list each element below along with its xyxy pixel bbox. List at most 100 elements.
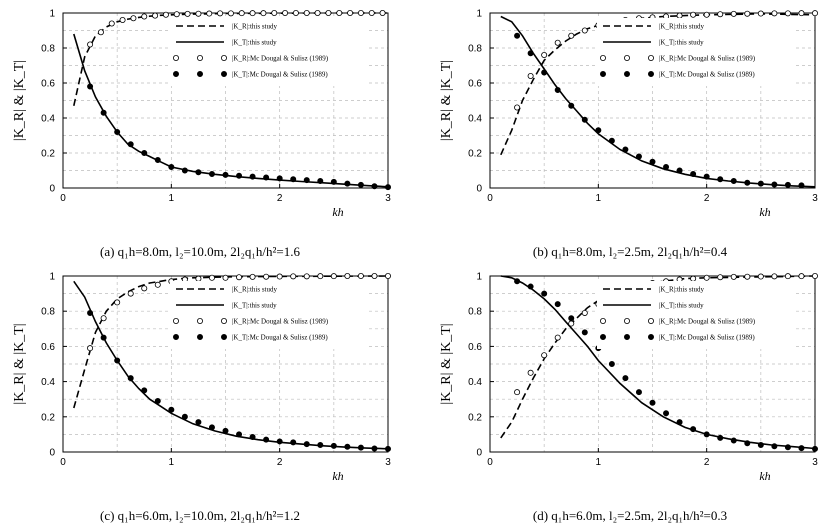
series-3-point	[784, 444, 791, 451]
panel-caption: (a) q₁h=8.0m, l₂=10.0m, 2l₂q₁h/h²=1.6	[100, 244, 301, 259]
legend-marker-3	[624, 333, 631, 340]
y-tick-label: 0.4	[468, 377, 482, 388]
series-2-point	[97, 29, 104, 36]
y-tick-label: 1	[476, 9, 482, 20]
series-3-point	[649, 158, 656, 165]
y-tick-label: 1	[49, 272, 55, 283]
series-2-point	[514, 389, 521, 396]
series-3-point	[263, 174, 270, 181]
y-tick-label: 0	[476, 448, 482, 459]
y-tick-label: 0.8	[468, 307, 482, 318]
series-2-point	[744, 10, 751, 17]
x-tick-label: 3	[812, 457, 818, 468]
series-3-point	[222, 427, 229, 434]
legend-label-1: |K_T|:this study	[659, 39, 704, 47]
plot-frame	[62, 12, 389, 189]
series-3-point	[608, 137, 615, 144]
legend-marker-3	[624, 71, 631, 78]
series-3-point	[276, 438, 283, 445]
series-3-point	[357, 181, 364, 188]
y-tick-label: 0.6	[41, 79, 55, 90]
y-tick-label: 0.2	[468, 412, 482, 423]
x-tick-label: 0	[60, 193, 66, 204]
series-3-point	[114, 357, 121, 364]
series-2-point	[730, 10, 737, 17]
series-3-point	[114, 128, 121, 135]
series-3-point	[290, 439, 297, 446]
series-3-point	[154, 397, 161, 404]
series-2-point	[119, 16, 126, 23]
series-2-point	[357, 9, 364, 16]
series-3-point	[690, 170, 697, 177]
legend-marker-2	[600, 55, 607, 62]
series-2-point	[527, 73, 534, 80]
series-2-point	[87, 345, 94, 352]
series-3-point	[581, 329, 588, 336]
series-2-point	[554, 334, 561, 341]
series-3-point	[676, 419, 683, 426]
legend-marker-3	[600, 71, 607, 78]
series-3-point	[371, 445, 378, 452]
series-3-point	[154, 156, 161, 163]
series-3-point	[703, 431, 710, 438]
series-3-point	[730, 177, 737, 184]
series-3-point	[622, 375, 629, 382]
series-2-point	[325, 9, 332, 16]
legend-marker-2	[600, 317, 607, 324]
x-tick-label: 3	[385, 457, 391, 468]
series-2-point	[206, 10, 213, 17]
y-tick-label: 1	[49, 9, 55, 20]
y-tick-label: 0	[49, 448, 55, 459]
series-2-point	[184, 10, 191, 17]
series-3-point	[371, 183, 378, 190]
series-2-point	[162, 11, 169, 18]
legend-marker-2	[648, 317, 655, 324]
series-2-point	[314, 9, 321, 16]
legend-label-0: |K_R|:this study	[232, 286, 278, 294]
series-2-point	[263, 273, 270, 280]
series-3-point	[690, 426, 697, 433]
series-3-point	[303, 441, 310, 448]
y-tick-label: 1	[476, 272, 482, 283]
legend: |K_R|:this study |K_T|:this study |K_R|:Mc…	[597, 281, 793, 349]
series-3-point	[527, 283, 534, 290]
y-tick-label: 0.6	[468, 342, 482, 353]
series-2-point	[260, 10, 267, 17]
series-3-point	[87, 83, 94, 90]
legend-marker-3	[196, 71, 203, 78]
legend-label-3: |K_T|:Mc Dougal & Sulisz (1989)	[659, 71, 755, 79]
series-3-point	[527, 50, 534, 57]
y-tick-label: 0	[49, 184, 55, 195]
series-3-point	[703, 173, 710, 180]
series-2-point	[379, 9, 386, 16]
y-tick-label: 0.4	[41, 114, 55, 125]
y-tick-label: 0.6	[41, 342, 55, 353]
series-3-point	[635, 153, 642, 160]
series-2-point	[771, 273, 778, 280]
series-2-point	[757, 10, 764, 17]
series-2-point	[195, 275, 202, 282]
series-2-point	[717, 11, 724, 18]
series-2-point	[317, 273, 324, 280]
legend-marker-3	[196, 333, 203, 340]
legend-label-1: |K_T|:this study	[659, 302, 704, 310]
series-2-point	[303, 273, 310, 280]
series-2-point	[130, 15, 137, 22]
series-2-point	[152, 12, 159, 19]
legend-marker-3	[220, 333, 227, 340]
legend-marker-2	[196, 317, 203, 324]
series-3-point	[784, 181, 791, 188]
series-2-point	[541, 52, 548, 59]
x-axis-label: kh	[759, 205, 770, 219]
series-2-point	[798, 273, 805, 280]
legend-marker-3	[172, 333, 179, 340]
y-tick-label: 0.8	[41, 44, 55, 55]
legend-marker-3	[648, 333, 655, 340]
legend: |K_R|:this study |K_T|:this study |K_R|:Mc…	[170, 281, 366, 349]
series-2-point	[357, 272, 364, 279]
series-2-point	[541, 352, 548, 359]
series-3-point	[303, 177, 310, 184]
legend-marker-2	[196, 55, 203, 62]
series-3-point	[812, 445, 819, 452]
